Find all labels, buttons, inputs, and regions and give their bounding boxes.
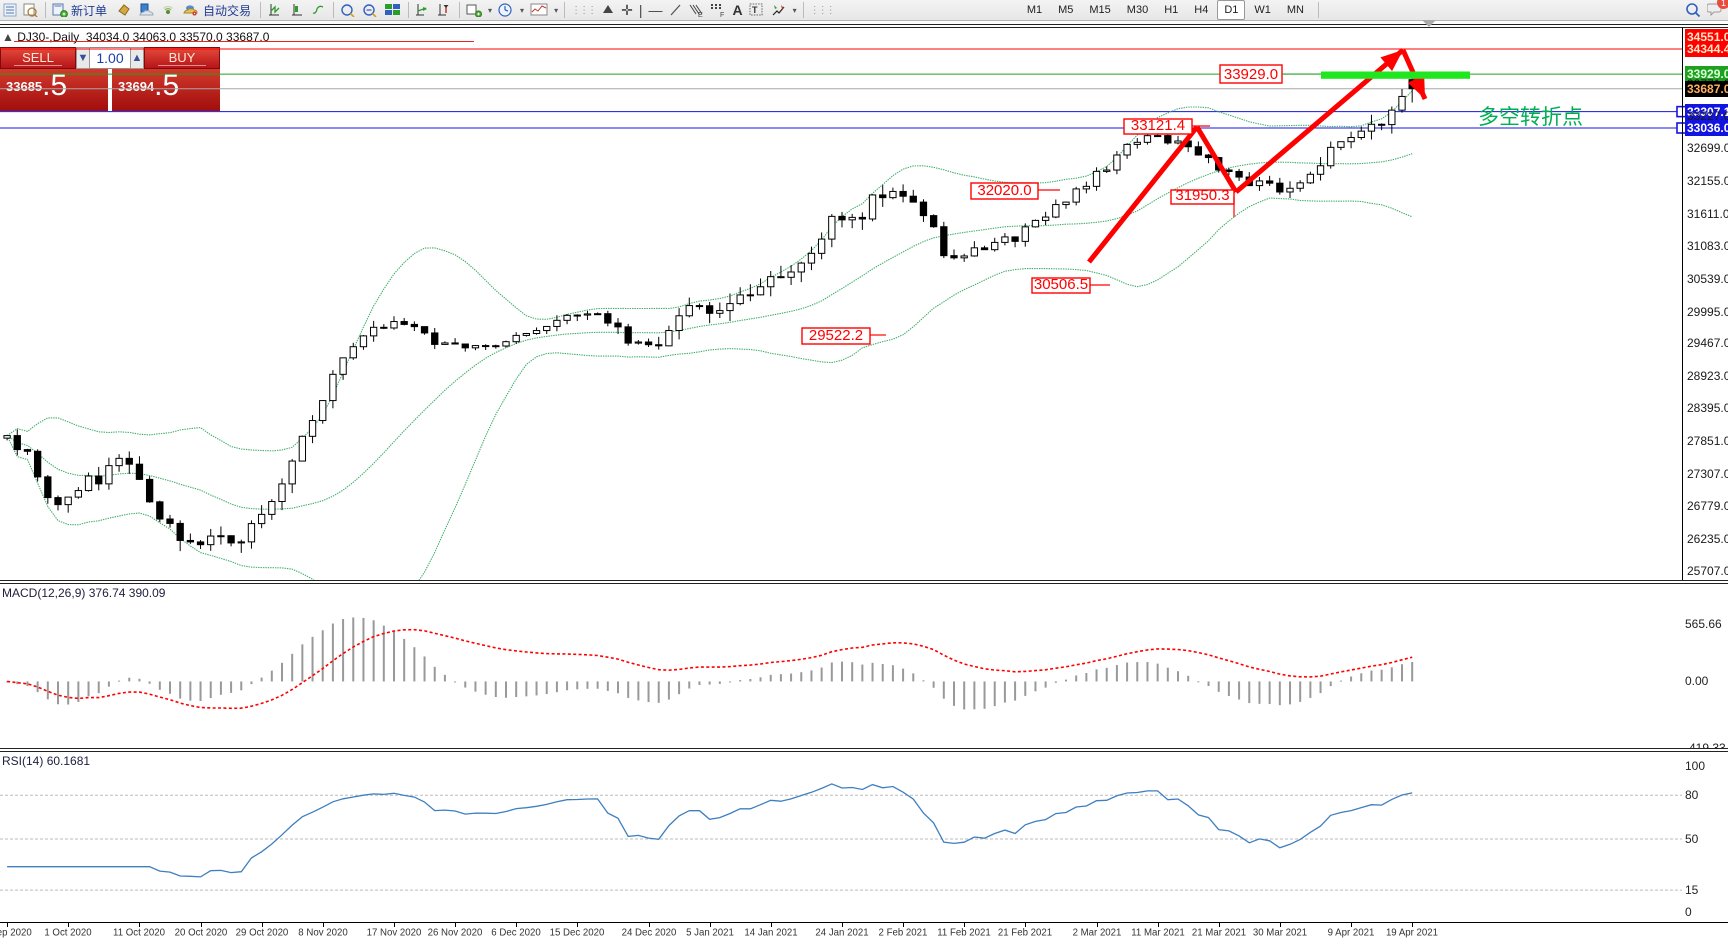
svg-text:F: F <box>720 12 724 17</box>
svg-text:E: E <box>698 12 703 17</box>
svg-text:T: T <box>752 5 758 15</box>
svg-text:多空转折点: 多空转折点 <box>1478 106 1583 129</box>
svg-text:33929.0: 33929.0 <box>1224 66 1278 83</box>
svg-text:33121.4: 33121.4 <box>1131 117 1185 134</box>
svg-text:32020.0: 32020.0 <box>977 182 1031 199</box>
svg-text:30506.5: 30506.5 <box>1034 276 1088 293</box>
svg-text:31950.3: 31950.3 <box>1175 187 1229 204</box>
svg-text:29522.2: 29522.2 <box>809 327 863 344</box>
